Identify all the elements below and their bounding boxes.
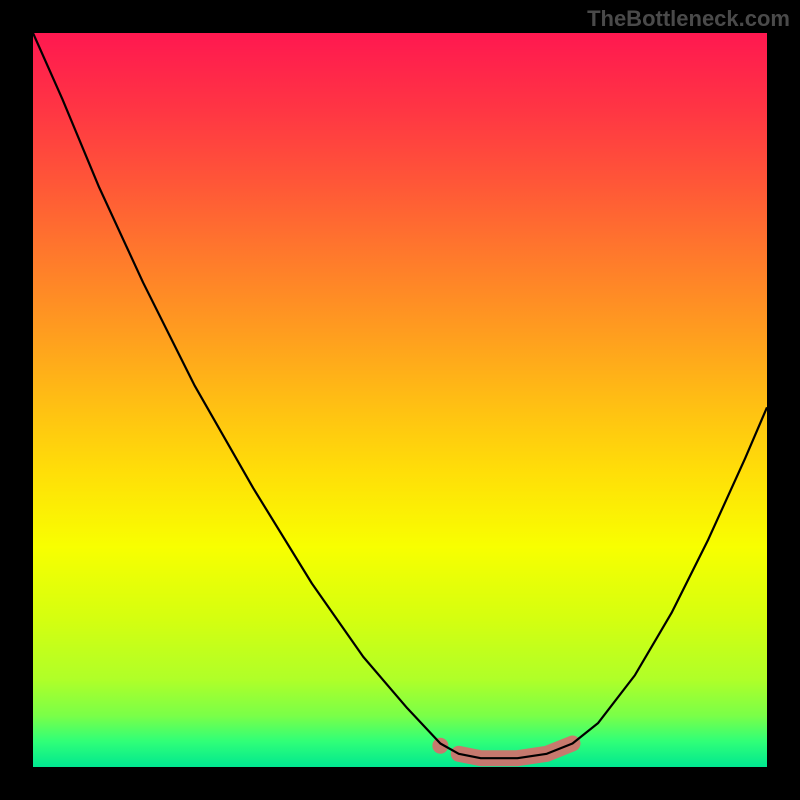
watermark-text: TheBottleneck.com — [587, 6, 790, 32]
bottleneck-curve — [33, 33, 767, 758]
chart-container: TheBottleneck.com — [0, 0, 800, 800]
curve-layer — [33, 33, 767, 767]
plot-area — [33, 33, 767, 767]
